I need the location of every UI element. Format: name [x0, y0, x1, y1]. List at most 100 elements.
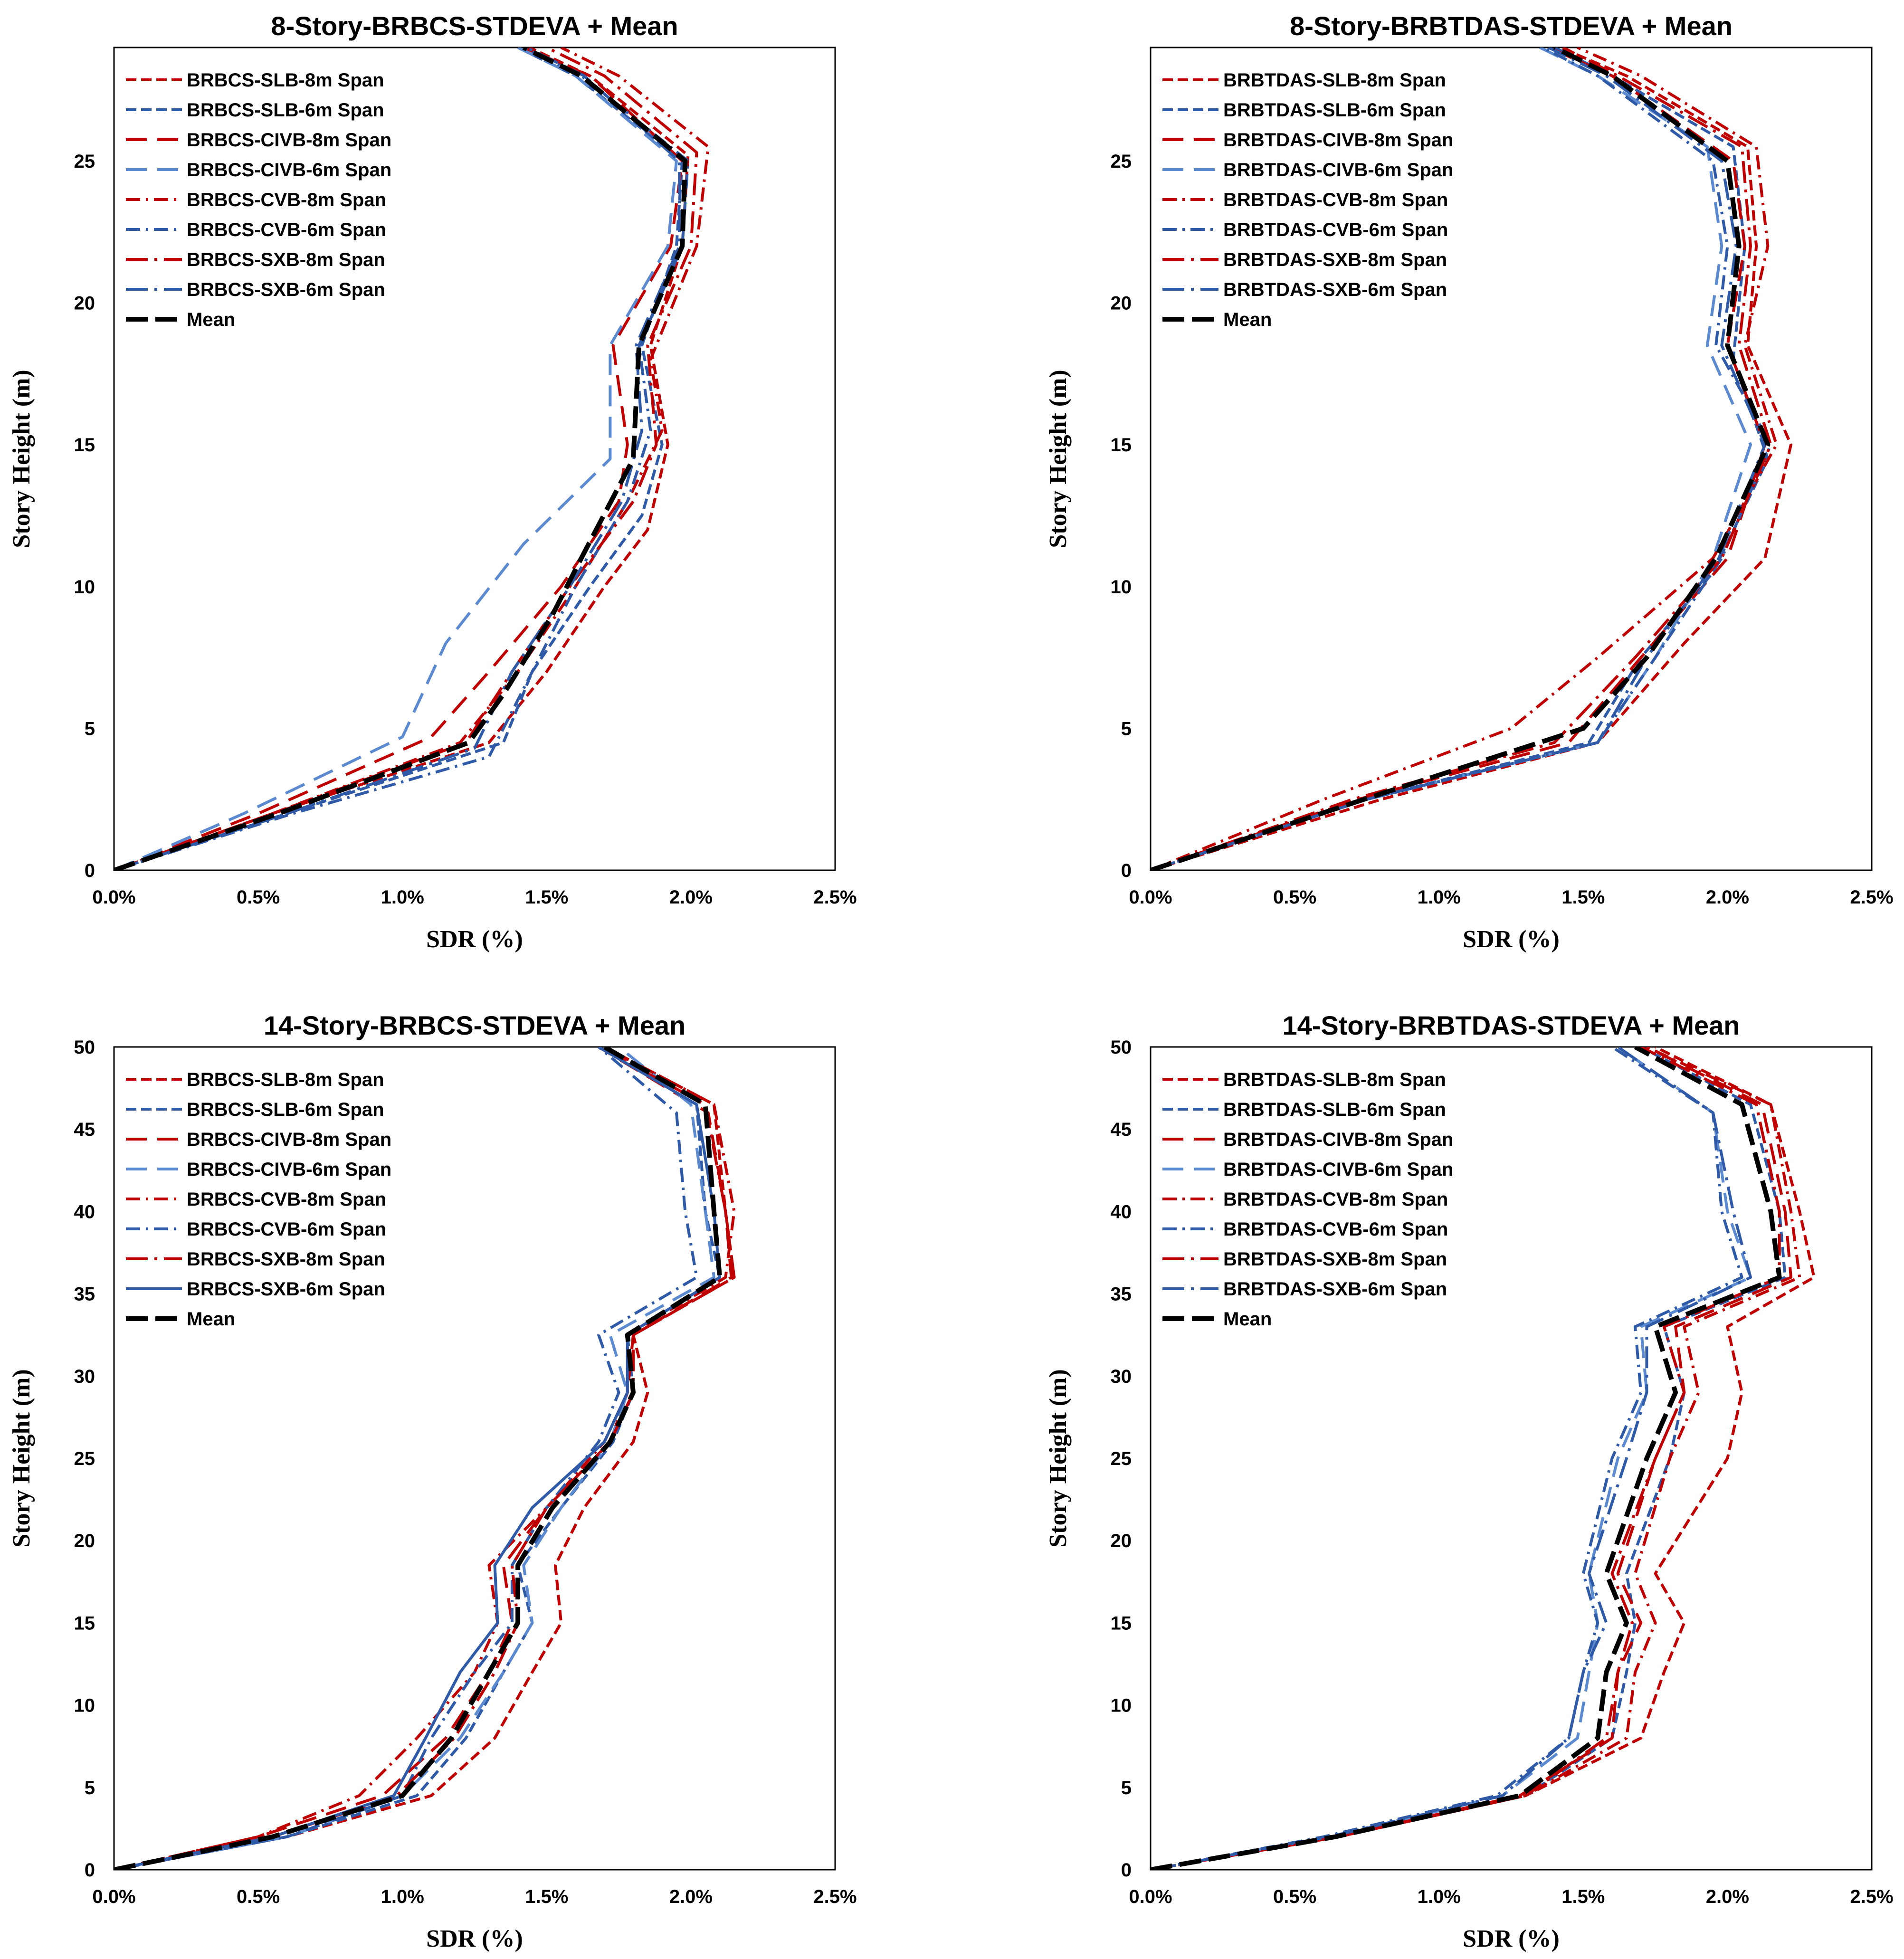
legend-label: Mean — [187, 309, 235, 330]
legend-label: Mean — [1223, 1309, 1272, 1330]
x-tick-label: 0.5% — [237, 887, 280, 908]
series-line — [1151, 48, 1771, 870]
legend: BRBCS-SLB-8m Span BRBCS-SLB-6m Span BRBCS-… — [126, 1069, 391, 1330]
legend-label: BRBCS-CIVB-6m Span — [187, 160, 391, 181]
y-tick-label: 0 — [1121, 1860, 1132, 1881]
series-line — [1151, 48, 1792, 870]
y-tick-label: 45 — [1111, 1119, 1132, 1140]
series-line — [114, 1047, 723, 1870]
x-tick-label: 0.0% — [92, 1886, 135, 1907]
y-tick-label: 5 — [85, 718, 95, 739]
series-line — [114, 48, 710, 870]
y-tick-label: 5 — [1121, 718, 1132, 739]
legend-label: BRBTDAS-SXB-6m Span — [1223, 1279, 1447, 1300]
series-line — [114, 1047, 722, 1870]
legend-label: BRBTDAS-CVB-6m Span — [1223, 219, 1448, 240]
x-tick-label: 2.5% — [813, 887, 857, 908]
x-tick-label: 1.5% — [525, 1886, 568, 1907]
series-line — [114, 48, 698, 870]
legend-label: BRBTDAS-CVB-8m Span — [1223, 1189, 1448, 1210]
chart-panel-1: 8-Story-BRBCS-STDEVA + Mean 0.0% 0.5% 1.0% 1… — [8, 11, 857, 953]
legend-label: BRBTDAS-CIVB-6m Span — [1223, 1159, 1453, 1180]
legend-label: BRBCS-SLB-8m Span — [187, 70, 384, 91]
legend: BRBCS-SLB-8m Span BRBCS-SLB-6m Span BRBCS-… — [126, 70, 391, 330]
series-line — [1151, 1047, 1801, 1870]
legend-label: BRBTDAS-CIVB-8m Span — [1223, 1129, 1453, 1150]
y-tick-label: 20 — [74, 1531, 95, 1551]
legend-label: BRBCS-CVB-8m Span — [187, 1189, 386, 1210]
y-tick-label: 15 — [1111, 1613, 1132, 1634]
y-tick-label: 40 — [1111, 1201, 1132, 1222]
y-tick-label: 0 — [85, 1860, 95, 1881]
chart-title: 8-Story-BRBCS-STDEVA + Mean — [271, 11, 678, 41]
y-tick-label: 10 — [74, 577, 95, 598]
legend-label: BRBCS-SLB-8m Span — [187, 1069, 384, 1090]
chart-panel-4: 14-Story-BRBTDAS-STDEVA + Mean 0.0% 0.5% 1.… — [1045, 1010, 1894, 1952]
legend-label: BRBCS-SXB-6m Span — [187, 279, 385, 300]
y-tick-label: 35 — [74, 1284, 95, 1305]
y-tick-label: 25 — [1111, 1448, 1132, 1469]
series-lines — [1151, 1047, 1816, 1870]
y-tick-label: 15 — [74, 435, 95, 456]
y-axis-label: Story Height (m) — [8, 370, 35, 548]
legend-label: BRBTDAS-SXB-6m Span — [1223, 279, 1447, 300]
x-tick-label: 1.5% — [525, 887, 568, 908]
series-line — [1151, 1047, 1743, 1870]
series-line — [1151, 1047, 1782, 1870]
legend-label: BRBTDAS-CVB-6m Span — [1223, 1219, 1448, 1240]
y-tick-label: 25 — [1111, 151, 1132, 172]
x-axis-label: SDR (%) — [1463, 1925, 1560, 1952]
y-tick-label: 10 — [1111, 577, 1132, 598]
legend-label: Mean — [187, 1309, 235, 1330]
y-tick-label: 45 — [74, 1119, 95, 1140]
y-tick-label: 20 — [1111, 293, 1132, 314]
legend-label: BRBCS-CIVB-8m Span — [187, 130, 391, 151]
x-tick-label: 0.5% — [1273, 887, 1316, 908]
series-line — [1151, 48, 1778, 870]
legend-label: BRBCS-CIVB-6m Span — [187, 1159, 391, 1180]
legend-label: BRBTDAS-SLB-6m Span — [1223, 100, 1446, 121]
legend-label: BRBTDAS-SLB-6m Span — [1223, 1099, 1446, 1120]
series-line — [114, 48, 678, 870]
y-tick-label: 20 — [1111, 1531, 1132, 1551]
y-axis-label: Story Height (m) — [8, 1369, 35, 1547]
x-tick-label: 1.0% — [1418, 1886, 1461, 1907]
legend-label: Mean — [1223, 309, 1272, 330]
chart-title: 14-Story-BRBTDAS-STDEVA + Mean — [1282, 1010, 1740, 1040]
x-tick-label: 1.5% — [1561, 887, 1605, 908]
y-axis-label: Story Height (m) — [1045, 1369, 1072, 1547]
y-axis-label: Story Height (m) — [1045, 370, 1072, 548]
y-tick-label: 0 — [1121, 860, 1132, 881]
x-tick-label: 2.0% — [1706, 887, 1749, 908]
legend-label: BRBCS-CVB-6m Span — [187, 1219, 386, 1240]
legend-label: BRBTDAS-SXB-8m Span — [1223, 1249, 1447, 1270]
chart-title: 14-Story-BRBCS-STDEVA + Mean — [264, 1010, 685, 1040]
y-tick-label: 15 — [1111, 435, 1132, 456]
y-tick-label: 30 — [1111, 1366, 1132, 1387]
series-line — [114, 48, 684, 870]
chart-panel-3: 14-Story-BRBCS-STDEVA + Mean 0.0% 0.5% 1.0%… — [8, 1010, 857, 1952]
series-line — [114, 1047, 698, 1870]
x-tick-label: 0.5% — [1273, 1886, 1316, 1907]
chart-panel-2: 8-Story-BRBTDAS-STDEVA + Mean 0.0% 0.5% 1.0… — [1045, 11, 1894, 953]
series-lines — [114, 48, 710, 870]
plot-frame — [1150, 1046, 1873, 1871]
x-tick-label: 1.0% — [1418, 887, 1461, 908]
legend-label: BRBTDAS-CIVB-6m Span — [1223, 160, 1453, 181]
x-axis-label: SDR (%) — [1463, 926, 1560, 953]
x-tick-label: 2.0% — [669, 1886, 713, 1907]
legend-label: BRBCS-SXB-8m Span — [187, 249, 385, 270]
legend-label: BRBTDAS-CVB-8m Span — [1223, 190, 1448, 210]
y-tick-label: 0 — [85, 860, 95, 881]
legend-label: BRBCS-CIVB-8m Span — [187, 1129, 391, 1150]
series-line — [1151, 1047, 1781, 1870]
legend: BRBTDAS-SLB-8m Span BRBTDAS-SLB-6m Span BR… — [1162, 1069, 1453, 1330]
legend-label: BRBCS-SLB-6m Span — [187, 100, 384, 121]
x-tick-label: 1.0% — [381, 887, 424, 908]
x-tick-label: 2.5% — [813, 1886, 857, 1907]
x-tick-label: 1.5% — [1561, 1886, 1605, 1907]
series-lines — [1151, 48, 1792, 870]
y-tick-label: 10 — [1111, 1695, 1132, 1716]
legend-label: BRBTDAS-SLB-8m Span — [1223, 70, 1446, 91]
y-tick-label: 35 — [1111, 1284, 1132, 1305]
